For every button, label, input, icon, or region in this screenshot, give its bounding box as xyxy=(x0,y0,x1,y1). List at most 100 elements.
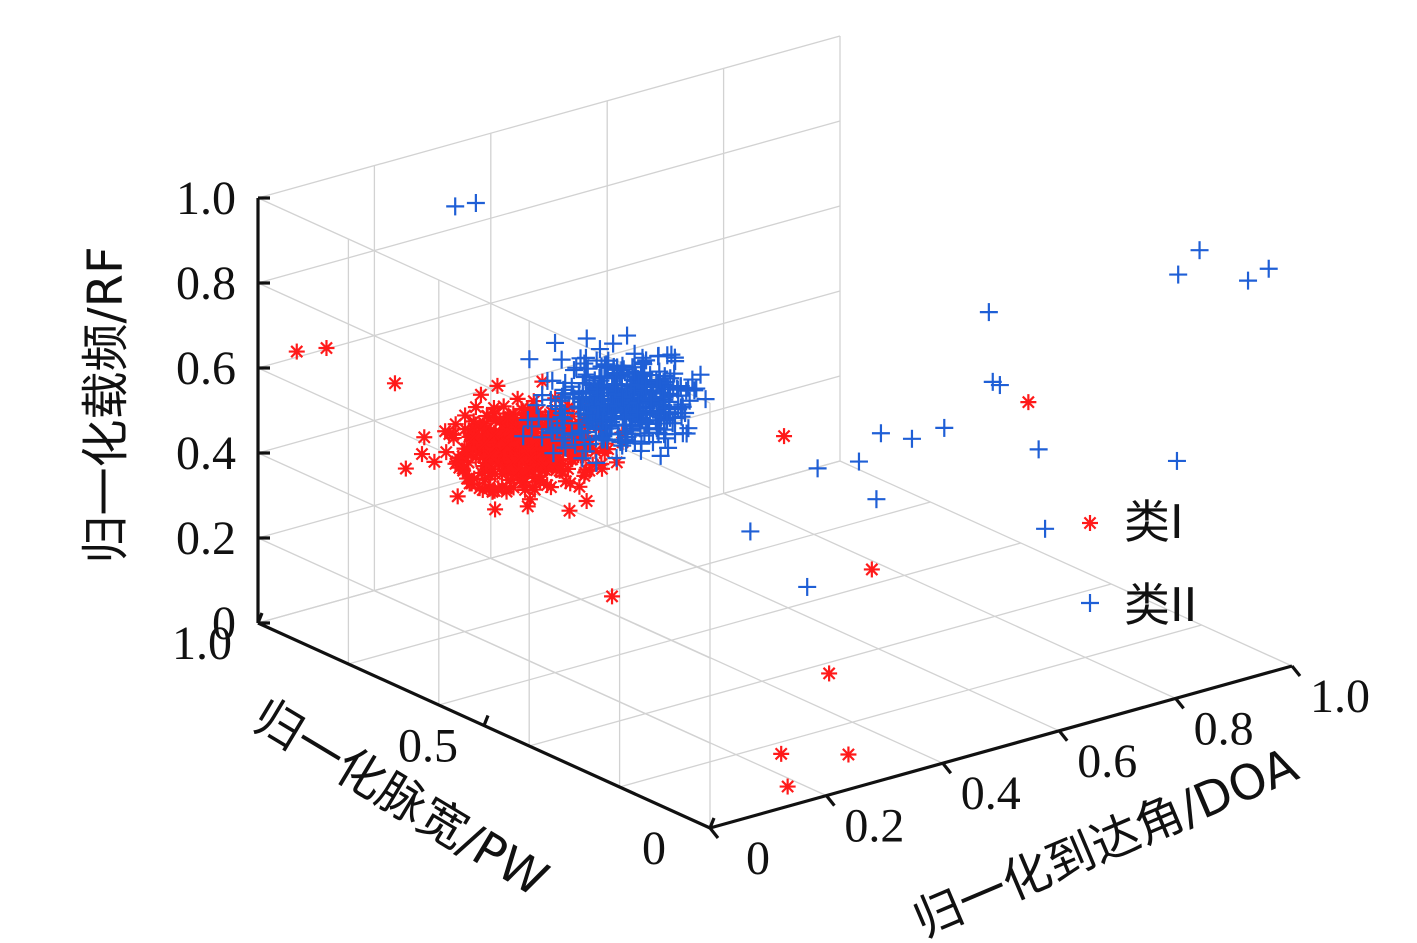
grid-line xyxy=(257,290,841,454)
data-point-class-2 xyxy=(595,395,614,414)
data-point-class-2 xyxy=(562,425,581,444)
data-point-class-1 xyxy=(386,375,403,392)
y-tick xyxy=(708,817,716,829)
data-point-class-2 xyxy=(520,350,539,369)
data-point-class-1 xyxy=(1082,515,1098,531)
data-point-class-1 xyxy=(481,447,498,464)
grid-line xyxy=(529,583,1112,747)
data-point-class-1 xyxy=(779,778,796,795)
data-point-class-1 xyxy=(578,492,595,509)
data-point-class-2 xyxy=(1081,594,1099,612)
data-point-class-2 xyxy=(651,446,670,465)
data-point-class-1 xyxy=(1020,394,1037,411)
data-point-class-2 xyxy=(618,326,637,345)
z-tick-label: 0.8 xyxy=(176,257,236,310)
axes-layer: 00.20.40.60.81.000.20.40.60.81.000.51.0 xyxy=(172,172,1370,885)
data-point-class-2 xyxy=(613,388,632,407)
grid-line xyxy=(619,624,1202,788)
data-point-class-2 xyxy=(1239,271,1258,290)
x-tick-label: 0.2 xyxy=(844,800,904,853)
data-point-class-2 xyxy=(659,438,678,457)
data-point-class-2 xyxy=(808,459,827,478)
data-point-class-1 xyxy=(776,428,793,445)
x-tick xyxy=(708,827,720,839)
data-point-class-2 xyxy=(983,372,1002,391)
grid-line xyxy=(839,460,1293,667)
grid-line xyxy=(257,35,841,199)
data-point-class-1 xyxy=(562,475,579,492)
data-point-class-2 xyxy=(867,490,886,509)
data-point-class-1 xyxy=(531,472,548,489)
legend: 类I 类II xyxy=(1081,495,1197,632)
x-tick xyxy=(1174,697,1185,710)
data-point-class-2 xyxy=(466,194,485,213)
data-point-class-1 xyxy=(461,470,478,487)
data-point-class-2 xyxy=(634,355,653,374)
data-point-class-1 xyxy=(581,462,598,479)
data-point-class-1 xyxy=(840,746,857,763)
data-point-class-2 xyxy=(679,378,698,397)
data-point-class-2 xyxy=(871,424,890,443)
data-point-class-2 xyxy=(514,427,533,446)
data-point-class-2 xyxy=(552,408,571,427)
data-point-class-2 xyxy=(625,344,644,363)
data-point-class-2 xyxy=(593,411,612,430)
x-tick-label: 0 xyxy=(746,832,770,885)
z-tick-label: 0.2 xyxy=(176,512,236,565)
data-point-class-2 xyxy=(990,376,1009,395)
x-tick-label: 1.0 xyxy=(1310,670,1370,723)
series-class-2 xyxy=(446,194,1278,596)
data-point-class-2 xyxy=(628,403,647,422)
x-tick-label: 0.4 xyxy=(961,767,1021,820)
data-point-class-2 xyxy=(625,362,644,381)
data-point-class-2 xyxy=(1167,451,1186,470)
data-point-class-2 xyxy=(527,396,546,415)
z-tick-label: 0.6 xyxy=(176,342,236,395)
data-point-class-2 xyxy=(650,370,669,389)
data-point-class-1 xyxy=(465,413,482,430)
grid-line xyxy=(490,557,944,764)
data-point-class-2 xyxy=(573,387,592,406)
data-point-class-2 xyxy=(1029,440,1048,459)
data-point-class-1 xyxy=(821,665,838,682)
grid-line xyxy=(257,120,841,284)
data-point-class-1 xyxy=(426,453,443,470)
data-point-class-2 xyxy=(683,370,702,389)
data-point-class-2 xyxy=(595,356,614,375)
data-point-class-2 xyxy=(566,435,585,454)
data-point-class-2 xyxy=(552,350,571,369)
data-point-class-2 xyxy=(798,577,817,596)
data-point-class-2 xyxy=(636,412,655,431)
grid-line xyxy=(374,590,827,797)
data-point-class-1 xyxy=(524,479,541,496)
x-tick xyxy=(825,794,836,807)
data-point-class-2 xyxy=(538,371,557,390)
data-point-class-1 xyxy=(561,502,578,519)
grid-line xyxy=(257,205,841,369)
data-point-class-1 xyxy=(604,588,621,605)
data-point-class-2 xyxy=(554,409,573,428)
data-point-class-1 xyxy=(438,444,455,461)
data-point-class-2 xyxy=(741,522,760,541)
grid-line xyxy=(348,501,931,665)
data-point-class-2 xyxy=(546,333,565,352)
z-tick-label: 0 xyxy=(212,597,236,650)
data-point-class-1 xyxy=(863,561,880,578)
points-layer xyxy=(288,194,1278,795)
data-point-class-2 xyxy=(672,407,691,426)
data-point-class-2 xyxy=(539,410,558,429)
data-point-class-1 xyxy=(482,467,499,484)
z-tick-label: 1.0 xyxy=(176,172,236,225)
data-point-class-1 xyxy=(467,449,484,466)
data-point-class-2 xyxy=(666,425,685,444)
x-tick xyxy=(941,762,953,775)
data-point-class-1 xyxy=(416,429,433,446)
data-point-class-2 xyxy=(979,303,998,322)
data-point-class-1 xyxy=(472,386,489,403)
data-point-class-2 xyxy=(577,329,596,348)
data-point-class-2 xyxy=(691,365,710,384)
data-point-class-1 xyxy=(494,478,511,495)
data-point-class-1 xyxy=(495,398,512,415)
data-point-class-2 xyxy=(604,334,623,353)
x-axis-line xyxy=(709,664,1293,830)
